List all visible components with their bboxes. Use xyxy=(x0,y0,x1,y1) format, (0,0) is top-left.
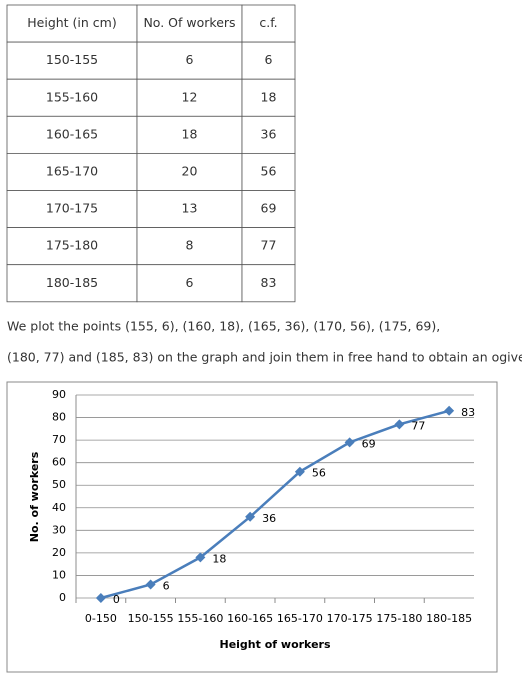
table-cell-text: 56 xyxy=(261,163,277,178)
table-cell-text: 18 xyxy=(182,126,198,141)
table-cell xyxy=(136,41,243,80)
table-cell-text: 77 xyxy=(261,238,277,253)
y-axis-title: No. of workers xyxy=(28,451,41,542)
table-cell-text: 160-165 xyxy=(46,126,98,141)
table-cell-text: 8 xyxy=(186,238,194,253)
data-marker xyxy=(344,437,355,448)
table-cell xyxy=(241,4,296,43)
data-line xyxy=(100,409,450,600)
x-tick-label: 150-155 xyxy=(128,612,174,625)
x-tick-label: 160-165 xyxy=(227,612,273,625)
y-tick-label: 40 xyxy=(52,501,66,514)
table-cell-text: 36 xyxy=(261,126,277,141)
table-cell-text: 150-155 xyxy=(46,52,98,67)
table-header-text: c.f. xyxy=(259,15,277,30)
y-tick-label: 60 xyxy=(52,456,66,469)
data-label: 6 xyxy=(163,579,170,592)
table-cell-text: 18 xyxy=(261,89,277,104)
table-cell-text: 13 xyxy=(182,201,198,216)
table-cell-text: 20 xyxy=(182,163,198,178)
y-tick-label: 70 xyxy=(52,433,66,446)
table-cell-text: 175-180 xyxy=(46,238,98,253)
data-marker xyxy=(145,579,156,590)
table-cell xyxy=(6,41,138,80)
data-label: 18 xyxy=(212,552,226,565)
table-cell xyxy=(241,264,296,303)
data-marker xyxy=(444,405,455,416)
table-cell xyxy=(136,227,243,266)
table-cell xyxy=(241,78,296,117)
table-cell-text: 6 xyxy=(186,52,194,67)
table-cell xyxy=(6,78,138,117)
table-cell-text: 83 xyxy=(261,275,277,290)
table-cell xyxy=(6,4,138,43)
data-label: 56 xyxy=(312,467,326,480)
table-cell-text: 12 xyxy=(182,89,198,104)
x-tick-label: 180-185 xyxy=(426,612,472,625)
table-cell-text: 170-175 xyxy=(46,201,98,216)
data-label: 69 xyxy=(362,437,376,450)
x-tick-label: 170-175 xyxy=(327,612,373,625)
table-cell xyxy=(136,4,243,43)
table-cell-text: 180-185 xyxy=(46,275,98,290)
table-cell xyxy=(241,152,296,191)
x-axis-title: Height of workers xyxy=(220,638,331,651)
data-marker xyxy=(245,511,256,522)
table-header-text: Height (in cm) xyxy=(27,15,116,30)
x-tick-label: 155-160 xyxy=(177,612,223,625)
table-cell xyxy=(6,190,138,228)
table-cell-text: 165-170 xyxy=(46,163,98,178)
x-tick-label: 0-150 xyxy=(85,612,117,625)
table-cell xyxy=(6,152,138,191)
table-header-text: No. Of workers xyxy=(143,15,235,30)
data-label: 0 xyxy=(113,593,120,606)
table-cell xyxy=(136,190,243,228)
y-tick-label: 10 xyxy=(52,568,66,581)
table-cell xyxy=(6,264,138,303)
table-cell xyxy=(241,227,296,266)
y-tick-label: 80 xyxy=(52,411,66,424)
table-cell-text: 6 xyxy=(265,52,273,67)
y-tick-label: 90 xyxy=(52,388,66,401)
data-label: 77 xyxy=(411,419,425,432)
y-tick-label: 50 xyxy=(52,478,66,491)
table-cell xyxy=(136,115,243,154)
data-marker xyxy=(394,419,405,430)
x-tick-label: 165-170 xyxy=(277,612,323,625)
y-tick-label: 0 xyxy=(59,591,66,604)
paragraph-line: (180, 77) and (185, 83) on the graph and… xyxy=(7,350,522,365)
table-cell-text: 155-160 xyxy=(46,89,98,104)
data-label: 83 xyxy=(461,406,475,419)
data-marker xyxy=(95,593,106,603)
y-tick-label: 20 xyxy=(52,546,66,559)
table-cell-text: 69 xyxy=(261,201,277,216)
data-label: 36 xyxy=(262,512,276,525)
table-cell xyxy=(241,190,296,228)
table-cell xyxy=(6,227,138,266)
data-marker xyxy=(294,466,305,477)
paragraph-line: We plot the points (155, 6), (160, 18), … xyxy=(7,319,440,334)
chart-frame xyxy=(6,381,498,673)
y-tick-label: 30 xyxy=(52,523,66,536)
data-marker xyxy=(195,552,206,563)
table-cell-text: 6 xyxy=(186,275,194,290)
x-tick-label: 175-180 xyxy=(376,612,422,625)
